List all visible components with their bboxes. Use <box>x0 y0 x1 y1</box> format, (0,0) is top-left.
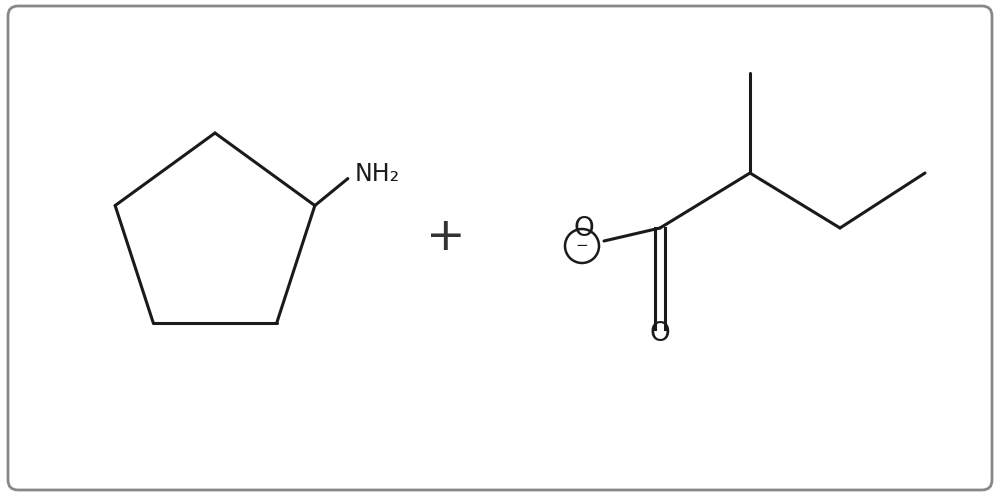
Text: O: O <box>650 321 670 347</box>
Text: O: O <box>574 216 594 242</box>
Text: +: + <box>426 215 466 260</box>
Text: NH₂: NH₂ <box>355 162 400 186</box>
FancyBboxPatch shape <box>8 6 992 490</box>
Text: −: − <box>576 239 588 253</box>
